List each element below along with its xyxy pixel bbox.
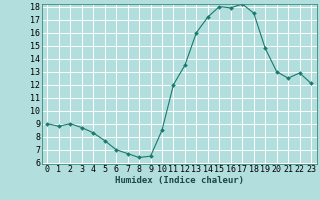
X-axis label: Humidex (Indice chaleur): Humidex (Indice chaleur) (115, 176, 244, 185)
